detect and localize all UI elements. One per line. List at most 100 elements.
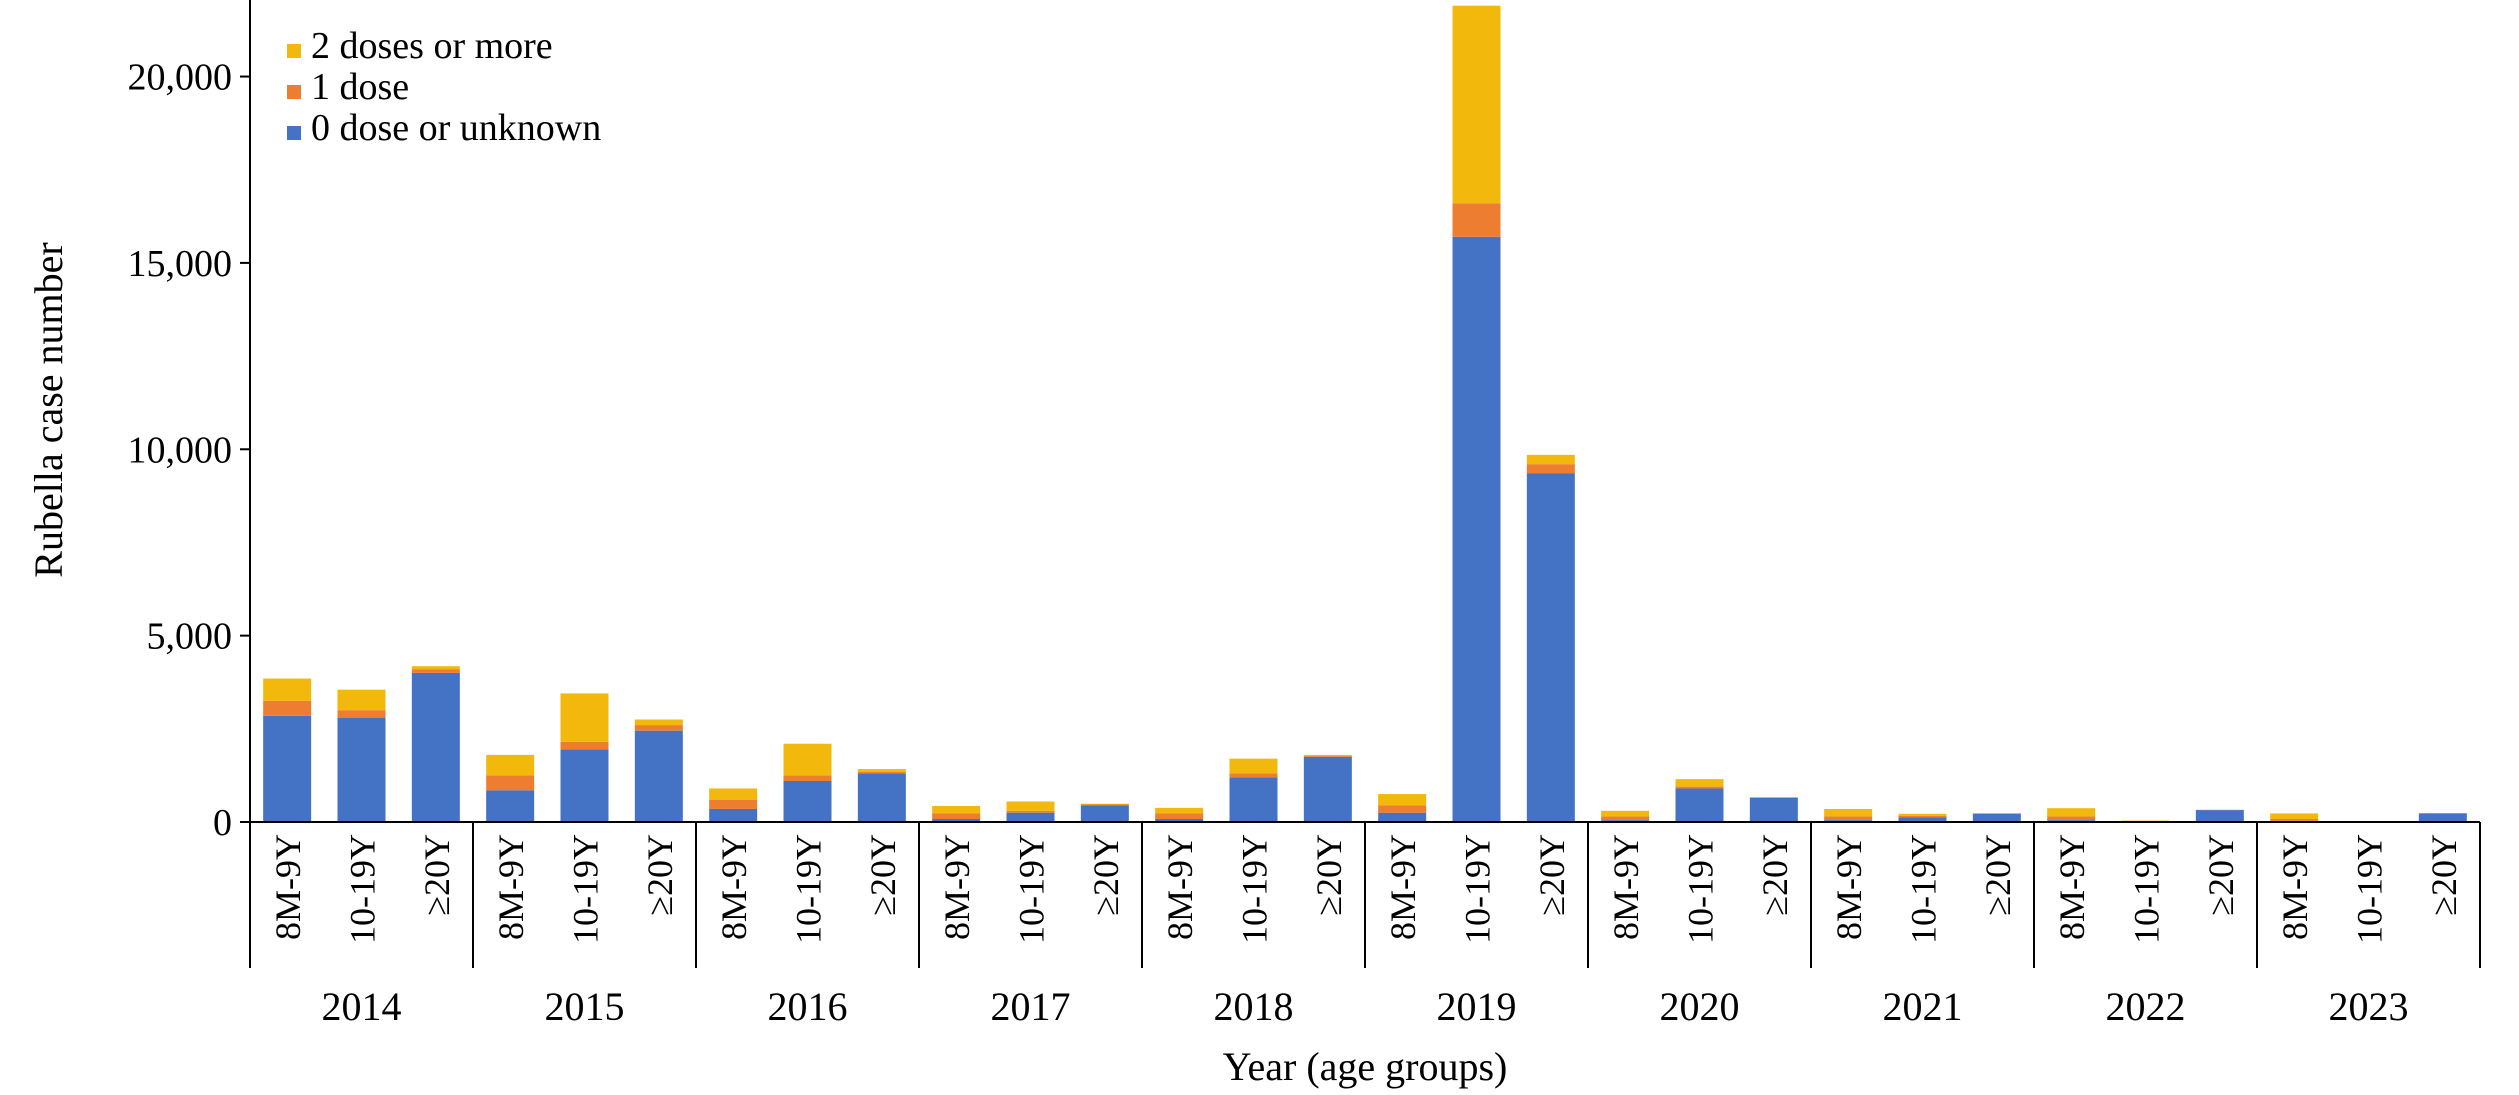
year-label: 2019 [1437, 984, 1517, 1029]
bar-segment-2-doses-or-more [411, 666, 460, 670]
age-group-label: 8M-9Y [491, 834, 531, 940]
legend-label: 1 dose [311, 66, 409, 108]
bar-segment-0-dose-or-unknown [1229, 777, 1278, 822]
age-group-label: 10-19Y [1235, 834, 1275, 944]
bar-segment-2-doses-or-more [1675, 779, 1724, 787]
legend-swatch [287, 85, 301, 99]
bar-segment-0-dose-or-unknown [857, 773, 906, 822]
year-label: 2022 [2106, 984, 2186, 1029]
bar-segment-0-dose-or-unknown [1972, 813, 2021, 822]
legend-swatch [287, 44, 301, 58]
bar-segment-0-dose-or-unknown [709, 808, 758, 822]
bar-segment-0-dose-or-unknown [1675, 788, 1724, 822]
age-group-label: 8M-9Y [1160, 834, 1200, 940]
bar-segment-2-doses-or-more [932, 805, 981, 814]
bar-segment-0-dose-or-unknown [263, 715, 312, 822]
bar-segment-0-dose-or-unknown [2195, 810, 2244, 822]
age-group-label: 10-19Y [343, 834, 383, 944]
bar-segment-1-dose [634, 725, 683, 731]
bar-segment-1-dose [1378, 805, 1427, 813]
y-tick-label: 20,000 [128, 57, 233, 99]
bar-segment-1-dose [1006, 810, 1055, 813]
age-group-label: ≥20Y [1978, 834, 2018, 916]
bar-segment-1-dose [932, 813, 981, 820]
bar-segment-0-dose-or-unknown [932, 819, 981, 822]
bar-segment-1-dose [2270, 819, 2319, 821]
bar-segment-2-doses-or-more [634, 719, 683, 726]
bar-segment-2-doses-or-more [486, 754, 535, 776]
age-group-label: 8M-9Y [2275, 834, 2315, 940]
bar-segment-1-dose [486, 775, 535, 791]
bar-segment-2-doses-or-more [783, 743, 832, 776]
bar-segment-0-dose-or-unknown [411, 672, 460, 822]
bar-segment-1-dose [709, 799, 758, 809]
bar-segment-0-dose-or-unknown [1452, 236, 1501, 822]
age-group-label: 8M-9Y [2052, 834, 2092, 940]
bar-segment-2-doses-or-more [1080, 803, 1129, 805]
bar-segment-1-dose [1601, 816, 1650, 821]
bar-segment-0-dose-or-unknown [783, 781, 832, 822]
age-group-label: 10-19Y [1681, 834, 1721, 944]
y-tick-label: 10,000 [128, 429, 233, 471]
bar-segment-0-dose-or-unknown [1898, 817, 1947, 822]
bar-segment-0-dose-or-unknown [634, 730, 683, 822]
age-group-label: 10-19Y [566, 834, 606, 944]
bar-segment-2-doses-or-more [1452, 5, 1501, 204]
bar-segment-2-doses-or-more [560, 693, 609, 742]
bar-segment-2-doses-or-more [857, 769, 906, 772]
bar-segment-2-doses-or-more [1526, 454, 1575, 465]
legend-label: 0 dose or unknown [311, 107, 601, 149]
bar-segment-1-dose [1229, 773, 1278, 778]
bar-segment-1-dose [1155, 813, 1204, 820]
year-label: 2016 [768, 984, 848, 1029]
bar-segment-1-dose [783, 775, 832, 781]
bar-segment-2-doses-or-more [2270, 813, 2319, 820]
bar-segment-0-dose-or-unknown [1155, 819, 1204, 822]
bar-segment-0-dose-or-unknown [1080, 805, 1129, 822]
x-axis-labels: 8M-9Y 10-19Y ≥20Y 8M-9Y 10-19Y ≥20Y 8M-9Y 10-19… [268, 834, 2464, 1029]
legend-swatch [287, 126, 301, 140]
bar-segment-2-doses-or-more [1378, 794, 1427, 806]
bar-segment-1-dose [1303, 756, 1352, 757]
bar-segment-0-dose-or-unknown [1526, 473, 1575, 822]
bar-segment-0-dose-or-unknown [1749, 797, 1798, 822]
bar-segment-2-doses-or-more [1006, 801, 1055, 811]
bar-segment-1-dose [1080, 804, 1129, 806]
age-group-label: ≥20Y [640, 834, 680, 916]
year-label: 2017 [991, 984, 1071, 1029]
age-group-label: ≥20Y [1755, 834, 1795, 916]
bar-segment-2-doses-or-more [709, 788, 758, 800]
x-axis-title: Year (age groups) [1223, 1044, 1508, 1089]
age-group-label: ≥20Y [1086, 834, 1126, 916]
bar-segment-2-doses-or-more [1601, 810, 1650, 817]
y-axis-title: Rubella case number [26, 242, 71, 577]
year-label: 2014 [322, 984, 402, 1029]
bar-segment-1-dose [857, 771, 906, 774]
bar-segment-1-dose [2047, 816, 2096, 821]
bar-segment-1-dose [1526, 464, 1575, 474]
y-tick-label: 5,000 [147, 616, 233, 658]
y-tick-label: 15,000 [128, 243, 233, 285]
year-label: 2020 [1660, 984, 1740, 1029]
bar-segment-1-dose [560, 741, 609, 750]
bar-segment-2-doses-or-more [1155, 807, 1204, 814]
bar-segment-1-dose [1452, 203, 1501, 237]
bar-segment-2-doses-or-more [1898, 813, 1947, 816]
age-group-label: 8M-9Y [268, 834, 308, 940]
legend-label: 2 doses or more [311, 25, 553, 67]
age-group-label: 8M-9Y [1606, 834, 1646, 940]
age-group-label: 8M-9Y [1383, 834, 1423, 940]
bar-segment-0-dose-or-unknown [2418, 813, 2467, 822]
bar-segment-0-dose-or-unknown [560, 749, 609, 822]
bar-segment-1-dose [1898, 815, 1947, 818]
bar-segment-2-doses-or-more [263, 678, 312, 701]
age-group-label: ≥20Y [2424, 834, 2464, 916]
age-group-label: 10-19Y [789, 834, 829, 944]
bar-segment-0-dose-or-unknown [337, 717, 386, 822]
year-label: 2018 [1214, 984, 1294, 1029]
age-group-label: 8M-9Y [714, 834, 754, 940]
axes [249, 0, 2481, 968]
bar-segment-2-doses-or-more [337, 689, 386, 711]
age-group-label: ≥20Y [1309, 834, 1349, 916]
